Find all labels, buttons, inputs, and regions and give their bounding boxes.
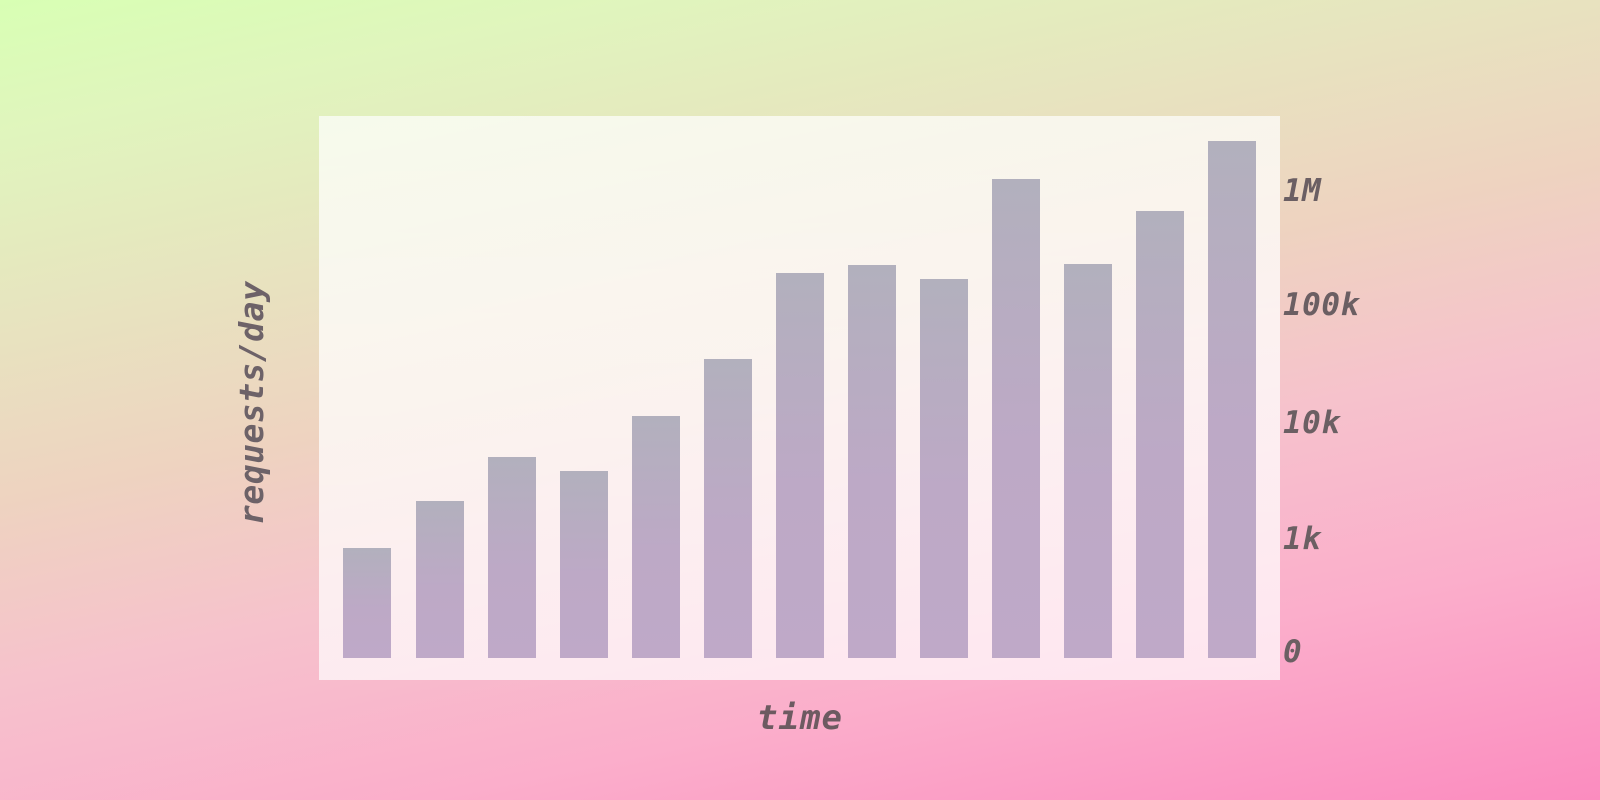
plot-area — [319, 116, 1280, 680]
y-axis-title: requests/day — [232, 280, 271, 525]
y-axis-tick-100k: 100k — [1283, 287, 1360, 323]
x-axis-title: time — [757, 698, 843, 738]
y-axis-tick-10k: 10k — [1283, 405, 1341, 441]
y-axis-tick-labels: 1M 100k 10k 1k 0 — [1283, 0, 1483, 800]
y-axis-tick-1M: 1M — [1283, 173, 1322, 209]
y-axis-tick-1k: 1k — [1283, 521, 1322, 557]
y-axis-tick-0: 0 — [1283, 634, 1303, 670]
